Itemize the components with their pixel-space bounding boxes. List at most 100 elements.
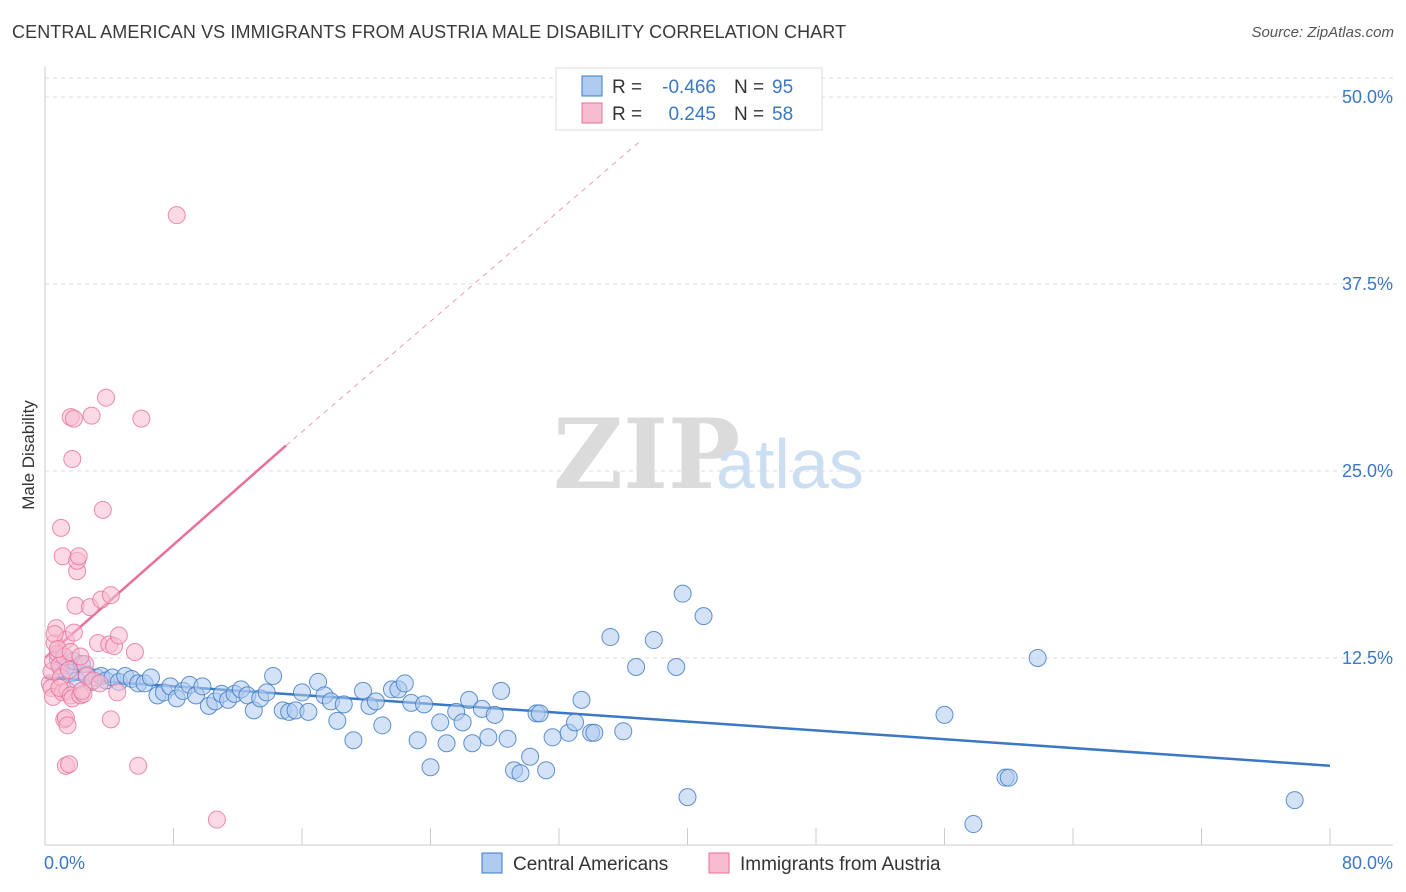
x-tick-labels: 0.0% 80.0% xyxy=(44,853,1393,873)
y-tick-label-0: 12.5% xyxy=(1342,648,1393,668)
immigrants-austria-point-51 xyxy=(101,586,120,605)
gridlines xyxy=(45,77,1393,659)
stats-blue-r-label: R = xyxy=(612,77,642,98)
central-americans-point-62 xyxy=(437,734,456,753)
immigrants-austria-point-48 xyxy=(93,500,112,519)
watermark: ZIP atlas xyxy=(553,398,864,511)
trend-line-immigrants-austria-extension xyxy=(285,141,640,446)
immigrants-austria-point-18 xyxy=(52,518,71,537)
immigrants-austria-point-54 xyxy=(108,683,127,702)
central-americans-point-94 xyxy=(999,768,1018,787)
chart-title: CENTRAL AMERICAN VS IMMIGRANTS FROM AUST… xyxy=(12,22,847,42)
immigrants-austria-point-52 xyxy=(101,710,120,729)
central-americans-point-69 xyxy=(485,705,504,724)
legend-label-central-americans: Central Americans xyxy=(513,854,668,875)
central-americans-point-85 xyxy=(601,628,620,647)
central-americans-point-64 xyxy=(453,713,472,732)
central-americans-point-66 xyxy=(463,734,482,753)
watermark-zip: ZIP xyxy=(553,398,740,511)
central-americans-point-42 xyxy=(293,683,311,702)
central-americans-point-81 xyxy=(572,690,591,709)
immigrants-austria-point-15 xyxy=(45,625,64,644)
axes xyxy=(44,66,1393,846)
immigrants-austria-point-49 xyxy=(97,388,116,407)
central-americans-point-27 xyxy=(193,677,212,696)
central-americans-point-95 xyxy=(1028,649,1047,667)
central-americans-point-49 xyxy=(344,731,363,750)
y-tick-label-1: 25.0% xyxy=(1342,461,1393,481)
x-tick-label-max: 80.0% xyxy=(1342,853,1393,873)
immigrants-austria-point-39 xyxy=(71,647,90,666)
central-americans-point-43 xyxy=(299,702,318,721)
series-immigrants-austria xyxy=(40,206,226,829)
central-americans-point-50 xyxy=(354,681,373,700)
stats-blue-swatch xyxy=(581,75,603,97)
central-americans-point-52 xyxy=(366,692,385,711)
series-central-americans xyxy=(48,584,1304,834)
central-americans-point-80 xyxy=(566,713,585,732)
immigrants-austria-point-56 xyxy=(125,643,144,662)
central-americans-point-73 xyxy=(511,764,530,783)
central-americans-point-19 xyxy=(142,668,161,687)
central-americans-point-47 xyxy=(328,711,347,730)
central-americans-point-37 xyxy=(257,683,276,702)
central-americans-point-89 xyxy=(694,607,713,626)
central-americans-point-38 xyxy=(264,666,283,685)
immigrants-austria-point-24 xyxy=(60,755,79,774)
immigrants-austria-point-14 xyxy=(60,660,79,679)
central-americans-point-86 xyxy=(627,657,646,676)
stats-pink-swatch xyxy=(581,102,603,124)
immigrants-austria-point-30 xyxy=(63,450,82,469)
central-americans-point-74 xyxy=(521,747,540,766)
y-tick-label-3: 50.0% xyxy=(1342,87,1393,107)
immigrants-austria-point-32 xyxy=(64,409,83,428)
stats-blue-n-label: N = xyxy=(734,77,764,98)
central-americans-point-68 xyxy=(479,728,498,747)
central-americans-point-88 xyxy=(667,657,686,676)
central-americans-point-59 xyxy=(415,695,434,714)
central-americans-point-87 xyxy=(644,631,663,650)
legend-label-immigrants-austria: Immigrants from Austria xyxy=(740,854,941,875)
stats-pink-r-value: 0.245 xyxy=(668,104,716,125)
stats-blue-n-value: 95 xyxy=(772,77,793,98)
stats-blue-r-value: -0.466 xyxy=(662,77,716,98)
immigrants-austria-point-57 xyxy=(132,409,151,428)
central-americans-point-48 xyxy=(334,695,353,714)
immigrants-austria-point-22 xyxy=(58,716,77,735)
central-americans-point-71 xyxy=(498,729,517,748)
central-americans-point-90 xyxy=(678,788,697,807)
central-americans-point-92 xyxy=(964,815,983,834)
legend-swatch-immigrants-austria xyxy=(708,852,730,874)
trend-line-immigrants-austria xyxy=(44,444,287,659)
y-tick-label-2: 37.5% xyxy=(1342,274,1393,294)
central-americans-point-60 xyxy=(421,758,440,777)
central-americans-point-76 xyxy=(530,704,549,723)
stats-pink-n-label: N = xyxy=(734,104,764,125)
legend-swatch-central-americans xyxy=(481,852,503,874)
central-americans-point-65 xyxy=(460,690,479,709)
y-tick-labels: 12.5% 25.0% 37.5% 50.0% xyxy=(1342,87,1393,668)
stats-box: R = -0.466 N = 95 R = 0.245 N = 58 xyxy=(555,67,823,131)
immigrants-austria-point-43 xyxy=(82,406,101,425)
stats-pink-r-label: R = xyxy=(612,104,642,125)
central-americans-point-70 xyxy=(492,681,511,700)
central-americans-point-78 xyxy=(543,728,562,747)
y-axis-label: Male Disability xyxy=(19,400,38,510)
immigrants-austria-point-55 xyxy=(109,626,128,645)
central-americans-point-83 xyxy=(585,723,604,742)
immigrants-austria-point-35 xyxy=(69,547,88,566)
central-americans-point-96 xyxy=(1285,791,1304,810)
central-americans-point-53 xyxy=(373,716,392,735)
immigrants-austria-point-46 xyxy=(90,674,109,693)
central-americans-point-56 xyxy=(395,674,414,693)
stats-pink-n-value: 58 xyxy=(772,104,793,125)
central-americans-point-61 xyxy=(431,713,450,732)
watermark-atlas: atlas xyxy=(716,425,864,503)
immigrants-austria-point-60 xyxy=(207,810,226,829)
immigrants-austria-point-58 xyxy=(129,756,148,775)
legend: Central Americans Immigrants from Austri… xyxy=(481,852,941,875)
x-tick-label-min: 0.0% xyxy=(44,853,85,873)
central-americans-point-58 xyxy=(408,731,427,750)
immigrants-austria-point-28 xyxy=(64,623,83,642)
